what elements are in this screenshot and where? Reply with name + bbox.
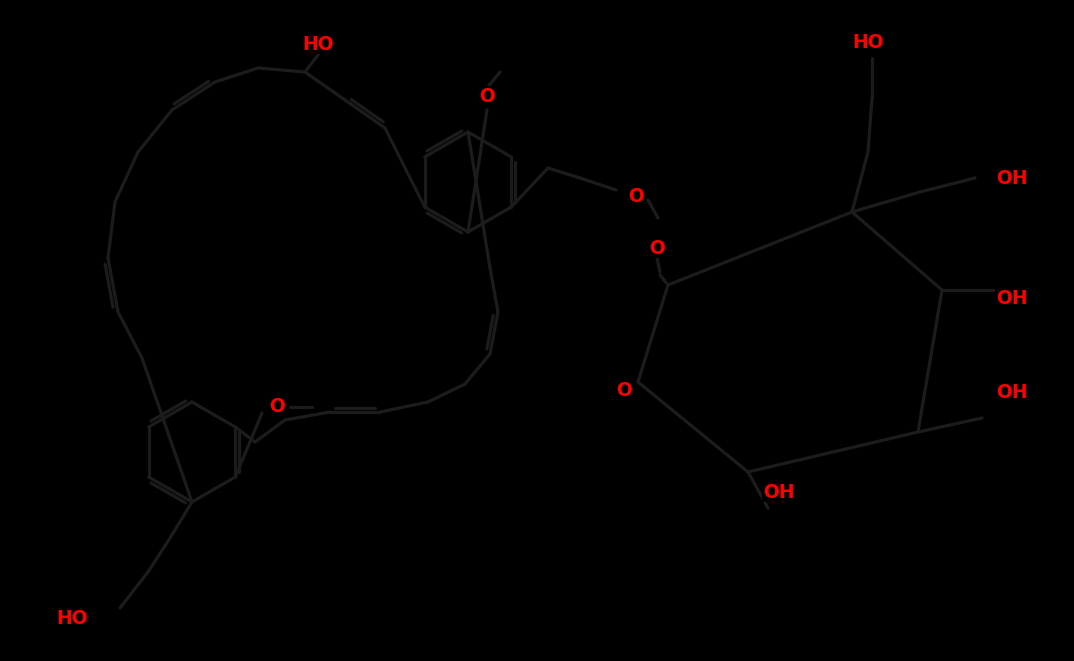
Text: OH: OH — [764, 483, 795, 502]
Text: O: O — [270, 397, 285, 416]
Text: OH: OH — [997, 383, 1028, 401]
Text: HO: HO — [56, 609, 88, 627]
Text: OH: OH — [997, 169, 1028, 188]
Text: O: O — [479, 87, 495, 106]
Text: O: O — [649, 239, 665, 258]
Text: O: O — [616, 381, 632, 399]
Text: HO: HO — [302, 34, 334, 54]
Text: O: O — [628, 186, 644, 206]
Text: HO: HO — [852, 32, 884, 52]
Text: OH: OH — [997, 288, 1028, 307]
